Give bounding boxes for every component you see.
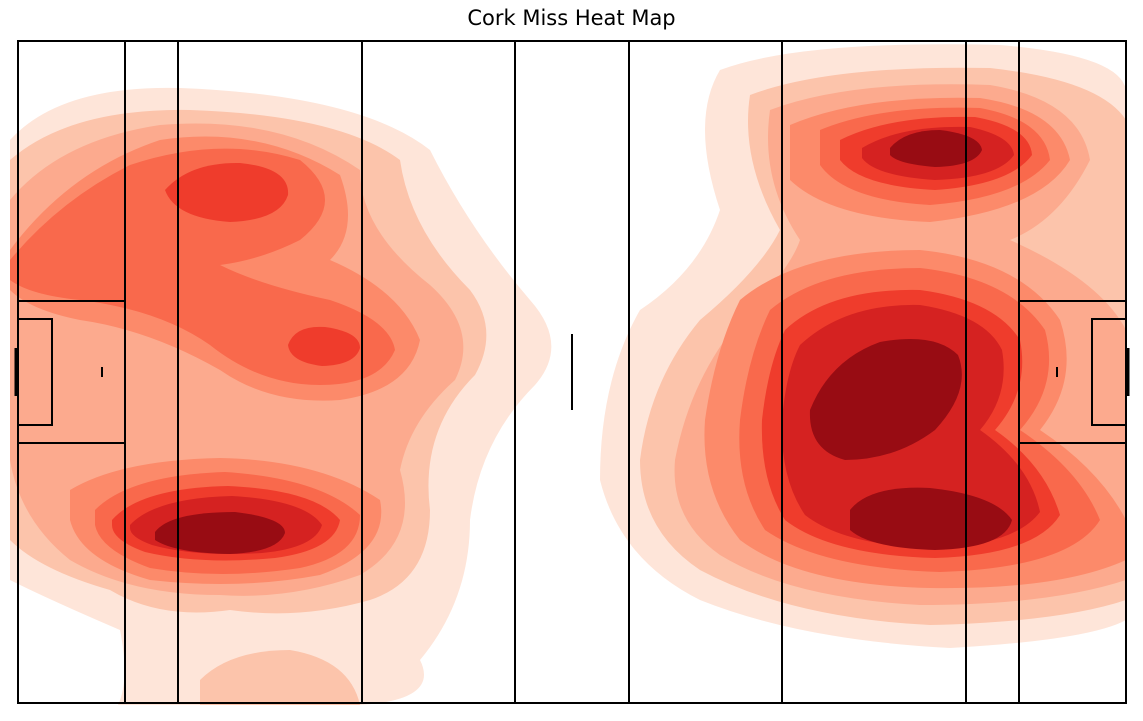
left-large-box [18, 300, 126, 444]
right-small-box [1091, 318, 1126, 426]
heat-left-level-5a [10, 148, 395, 385]
heat-right-peak-center [809, 338, 962, 460]
chart-title: Cork Miss Heat Map [467, 6, 676, 30]
right-large-box [1018, 300, 1126, 444]
heat-left-level-6b [288, 326, 360, 366]
pitch-markings [14, 40, 1130, 704]
heat-density-layer [10, 44, 1126, 705]
heat-right-peak-upper [890, 130, 982, 167]
left-small-box [18, 318, 53, 426]
heat-left-level-2b [200, 650, 360, 705]
heat-left-peak [155, 512, 285, 554]
pitch-boundary [17, 40, 1127, 704]
heat-right-peak-lower [850, 487, 1012, 550]
heat-left-level-6a [165, 162, 289, 222]
